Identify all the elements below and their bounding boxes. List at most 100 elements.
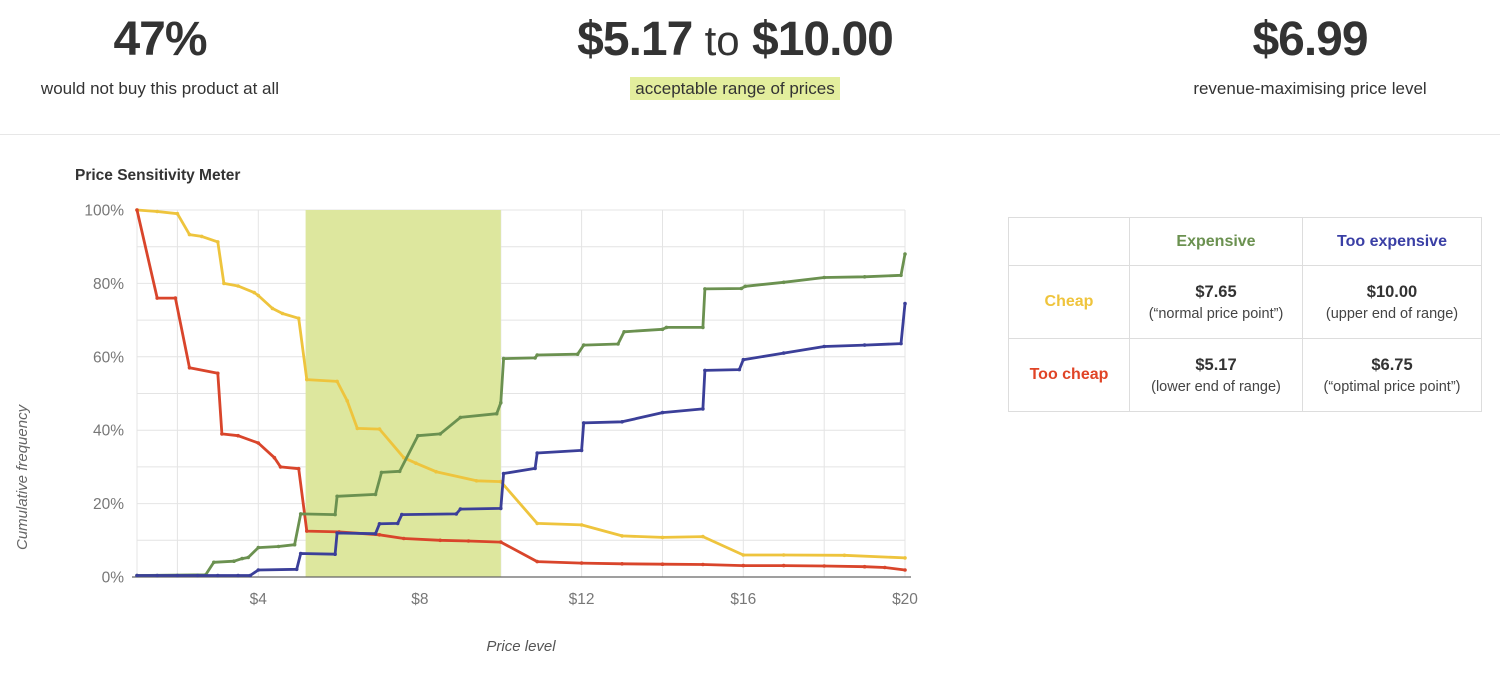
cell-normal-price-point: $7.65 (“normal price point”) (1129, 265, 1303, 339)
too-expensive-marker (701, 407, 705, 411)
too-expensive-marker (333, 552, 337, 556)
expensive-marker (743, 284, 748, 289)
stat-revenue-max: $6.99 revenue-maximising price level (1120, 10, 1500, 99)
too-expensive-marker (400, 512, 404, 517)
expensive-marker (397, 469, 402, 474)
expensive-marker (256, 545, 261, 550)
expensive-marker (246, 555, 250, 560)
too-cheap-marker (660, 562, 665, 566)
cell-value: $10.00 (1366, 282, 1418, 301)
too-cheap-line (135, 208, 907, 572)
expensive-marker (373, 492, 378, 497)
too-cheap-marker (499, 540, 503, 544)
cheap-marker (270, 306, 275, 311)
stat-acceptable-range-value: $5.17 to $10.00 (495, 10, 975, 70)
too-expensive-marker (175, 573, 180, 578)
chart-title: Price Sensitivity Meter (75, 167, 241, 184)
section-divider (0, 134, 1500, 135)
too-cheap-marker (438, 538, 443, 543)
expensive-marker (298, 512, 303, 516)
cheap-marker (222, 281, 226, 286)
cheap-marker (175, 211, 180, 216)
too-cheap-marker (822, 564, 826, 568)
too-expensive-marker (256, 568, 261, 572)
expensive-marker (416, 433, 420, 438)
cheap-marker (199, 234, 204, 239)
cheap-marker (296, 316, 301, 321)
cheap-marker (252, 290, 256, 295)
too-expensive-marker (236, 573, 240, 578)
cell-value: $5.17 (1195, 355, 1237, 374)
y-tick-label: 0% (102, 570, 125, 587)
cheap-marker (741, 553, 746, 557)
cheap-marker (701, 534, 705, 539)
too-expensive-marker (660, 410, 665, 415)
expensive-marker (703, 287, 707, 291)
expensive-marker (535, 353, 539, 357)
stat-not-buy: 47% would not buy this product at all (0, 10, 320, 99)
stat-revenue-max-label: revenue-maximising price level (1193, 79, 1427, 98)
too-expensive-marker (458, 507, 463, 511)
too-cheap-marker (781, 563, 786, 568)
y-tick-label: 40% (93, 423, 124, 440)
cell-note: (lower end of range) (1151, 378, 1281, 395)
x-tick-label: $8 (411, 591, 428, 608)
stat-not-buy-value: 47% (113, 13, 207, 66)
cheap-marker (660, 535, 665, 540)
too-expensive-marker (248, 573, 252, 578)
too-cheap-marker (216, 371, 220, 376)
expensive-marker (701, 325, 705, 330)
expensive-marker (664, 325, 669, 330)
cell-lower-end: $5.17 (lower end of range) (1129, 338, 1303, 412)
cell-value: $7.65 (1195, 282, 1237, 301)
expensive-marker (438, 432, 443, 436)
cheap-marker (345, 399, 350, 403)
too-cheap-marker (236, 433, 240, 438)
cheap-line (135, 208, 907, 560)
x-tick-label: $20 (892, 591, 918, 608)
cheap-marker (903, 556, 907, 560)
expensive-marker (903, 252, 907, 256)
too-expensive-marker (216, 573, 220, 578)
stat-not-buy-label: would not buy this product at all (40, 79, 280, 98)
cheap-marker (377, 427, 382, 431)
cell-value: $6.75 (1371, 355, 1413, 374)
too-cheap-marker (187, 366, 192, 370)
expensive-marker (622, 330, 626, 334)
too-cheap-marker (579, 561, 584, 565)
y-tick-label: 100% (84, 203, 124, 220)
too-expensive-marker (822, 344, 826, 349)
expensive-marker (533, 356, 537, 360)
too-expensive-marker (454, 512, 459, 516)
expensive-marker (458, 415, 463, 420)
too-cheap-marker (466, 539, 471, 543)
expensive-marker (494, 411, 499, 416)
too-cheap-marker (535, 559, 539, 564)
too-expensive-marker (579, 448, 584, 453)
too-expensive-marker (294, 567, 299, 572)
expensive-marker (379, 470, 384, 475)
too-expensive-marker (737, 367, 742, 372)
too-expensive-marker (195, 573, 200, 578)
too-expensive-marker (335, 531, 339, 535)
too-cheap-marker (272, 455, 277, 460)
too-cheap-marker (278, 465, 283, 469)
too-expensive-marker (377, 522, 382, 526)
psm-plot: 0% 20% 40% 60% 80% 100% $4 $8 $12 $16 $20 (84, 203, 918, 609)
y-tick-label: 80% (93, 276, 124, 293)
cheap-marker (335, 379, 339, 384)
stat-revenue-max-value: $6.99 (1252, 13, 1368, 66)
expensive-marker (499, 400, 503, 405)
expensive-marker (862, 275, 867, 279)
expensive-marker (240, 556, 244, 561)
stat-acceptable-range: $5.17 to $10.00 acceptable range of pric… (495, 10, 975, 100)
too-cheap-marker (220, 432, 224, 436)
too-cheap-marker (305, 529, 309, 533)
too-cheap-marker (883, 565, 887, 570)
cheap-marker (355, 426, 360, 431)
expensive-marker (575, 352, 580, 356)
too-expensive-marker (903, 301, 907, 306)
too-cheap-marker (135, 208, 139, 212)
expensive-marker (739, 286, 744, 291)
